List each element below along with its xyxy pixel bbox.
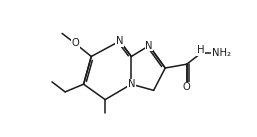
Text: O: O [71,38,79,48]
Text: N: N [127,79,135,89]
Text: NH₂: NH₂ [212,48,231,58]
Text: N: N [116,36,124,46]
Text: N: N [145,41,153,51]
Text: O: O [183,82,191,92]
Text: H: H [197,45,204,55]
